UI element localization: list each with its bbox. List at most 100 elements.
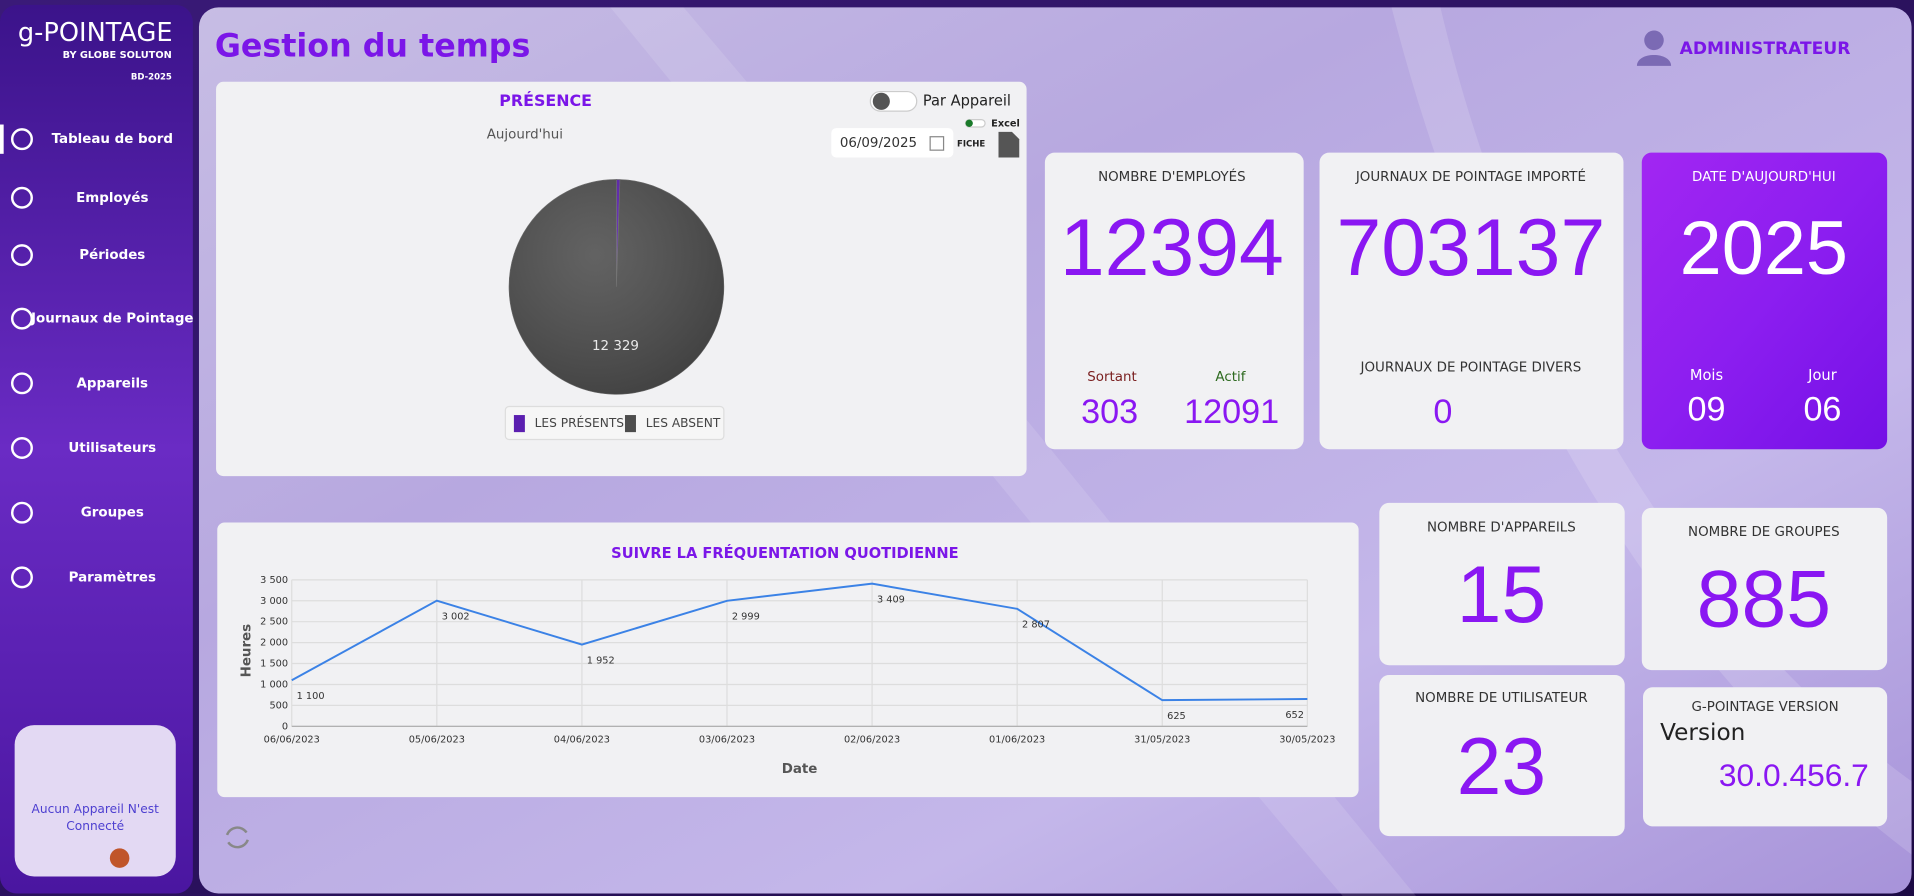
data-label: 2 999 — [732, 612, 760, 623]
menu-item[interactable]: Périodes — [10, 244, 145, 267]
y-tick-label: 2 500 — [260, 617, 288, 628]
actif-label: Actif — [1215, 370, 1245, 385]
user-icon[interactable] — [1644, 30, 1664, 51]
menu-label[interactable]: Tableau de bord — [52, 132, 173, 147]
user-name[interactable]: ADMINISTRATEUR — [1680, 39, 1851, 59]
card-title: NOMBRE DE GROUPES — [1688, 525, 1840, 540]
menu-label[interactable]: Groupes — [81, 506, 144, 521]
toggle-label: Par Appareil — [923, 92, 1011, 109]
date-input[interactable] — [831, 128, 954, 158]
card-title: NOMBRE DE UTILISATEUR — [1415, 691, 1588, 706]
menu-icon[interactable] — [10, 372, 33, 395]
menu-item[interactable]: Utilisateurs — [10, 437, 156, 459]
menu-item[interactable]: Employés — [10, 186, 148, 209]
logs-card — [1319, 152, 1624, 450]
legend-items: LES PRÉSENTS LES ABSENT — [513, 415, 721, 433]
date-value: 06/09/2025 — [840, 136, 917, 151]
card-value: 12394 — [1060, 203, 1284, 293]
line-series — [291, 582, 1308, 702]
user-icon[interactable] — [1636, 54, 1672, 66]
data-label: 3 002 — [442, 612, 470, 623]
data-label: 2 807 — [1022, 620, 1050, 631]
card-value: 885 — [1697, 555, 1831, 645]
menu-label[interactable]: Utilisateurs — [68, 441, 156, 456]
fiche-label: FICHE — [957, 140, 985, 150]
menu-item[interactable]: Groupes — [10, 501, 144, 524]
menu-icon[interactable] — [10, 186, 33, 209]
menu-icon[interactable] — [10, 244, 33, 267]
data-label: 652 — [1285, 710, 1304, 721]
menu-icon[interactable] — [10, 307, 33, 330]
legend — [504, 405, 725, 441]
devices-card — [1379, 502, 1625, 666]
excel-label: Excel — [991, 118, 1020, 129]
y-tick-label: 1 500 — [260, 659, 288, 670]
status-text: Connecté — [66, 819, 124, 833]
menu-item[interactable]: Tableau de bord — [10, 128, 173, 151]
version-card — [1643, 687, 1888, 827]
day-value: 06 — [1803, 390, 1841, 428]
presence-subtitle: Aujourd'hui — [487, 127, 563, 142]
menu-label[interactable]: Paramètres — [69, 569, 156, 585]
menu-icon[interactable] — [10, 128, 33, 151]
menu-label[interactable]: Journaux de Pointage — [30, 312, 193, 327]
y-tick-label: 2 000 — [260, 638, 288, 649]
menu-item[interactable]: Paramètres — [10, 566, 156, 589]
presence-title: PRÉSENCE — [499, 91, 592, 110]
card-title: NOMBRE D'EMPLOYÉS — [1098, 168, 1246, 185]
calendar-icon[interactable] — [929, 136, 945, 151]
card-value: 703137 — [1337, 203, 1606, 293]
card-value: 23 — [1457, 722, 1547, 812]
version-code: BD-2025 — [131, 72, 172, 82]
divers-value: 0 — [1433, 393, 1452, 431]
card-title: NOMBRE D'APPAREILS — [1427, 520, 1576, 535]
logo: g-POINTAGE — [18, 18, 173, 48]
excel-knob[interactable] — [965, 119, 973, 127]
menu-icon[interactable] — [10, 566, 33, 589]
menu-icon[interactable] — [10, 501, 33, 524]
today-card — [1641, 152, 1888, 450]
menu-item[interactable]: Journaux de Pointage — [10, 307, 194, 330]
data-label: 625 — [1167, 711, 1186, 722]
x-tick-label: 03/06/2023 — [699, 735, 755, 746]
actif-value: 12091 — [1184, 393, 1279, 431]
status-text: Aucun Appareil N'est — [32, 802, 160, 816]
menu-item[interactable]: Appareils — [10, 372, 149, 395]
menu-label[interactable]: Appareils — [77, 376, 149, 391]
menu-label[interactable]: Périodes — [79, 247, 145, 263]
sortant-label: Sortant — [1087, 370, 1136, 385]
legend-swatch — [513, 415, 525, 433]
menu-label[interactable]: Employés — [76, 190, 148, 206]
sidebar — [0, 4, 193, 894]
month-value: 09 — [1687, 390, 1725, 428]
x-tick-label: 31/05/2023 — [1134, 735, 1190, 746]
toggle-knob[interactable] — [872, 92, 890, 110]
groups-card — [1641, 507, 1888, 671]
card-subtitle: JOURNAUX DE POINTAGE DIVERS — [1360, 360, 1582, 375]
card-value: 15 — [1457, 550, 1547, 640]
pie-slice — [508, 179, 725, 395]
status-box — [14, 725, 176, 877]
month-label: Mois — [1690, 367, 1723, 384]
attendance-card — [217, 522, 1359, 798]
file-icon[interactable] — [998, 131, 1020, 158]
menu-icon[interactable] — [10, 437, 33, 459]
active-indicator — [0, 124, 4, 154]
x-tick-label: 05/06/2023 — [409, 735, 465, 746]
version-label: Version — [1660, 719, 1745, 746]
card-title: DATE D'AUJOURD'HUI — [1692, 170, 1836, 185]
data-label: 3 409 — [877, 595, 905, 606]
refresh-icon[interactable] — [225, 826, 249, 849]
data-label: 1 100 — [297, 691, 325, 702]
year-value: 2025 — [1680, 206, 1848, 291]
day-label: Jour — [1807, 367, 1838, 384]
card-title: G-POINTAGE VERSION — [1692, 700, 1839, 715]
logo-sub: BY GLOBE SOLUTON — [63, 50, 172, 61]
legend-swatch — [624, 415, 636, 433]
x-tick-label: 06/06/2023 — [264, 735, 320, 746]
pie-label: 12 329 — [592, 339, 639, 354]
